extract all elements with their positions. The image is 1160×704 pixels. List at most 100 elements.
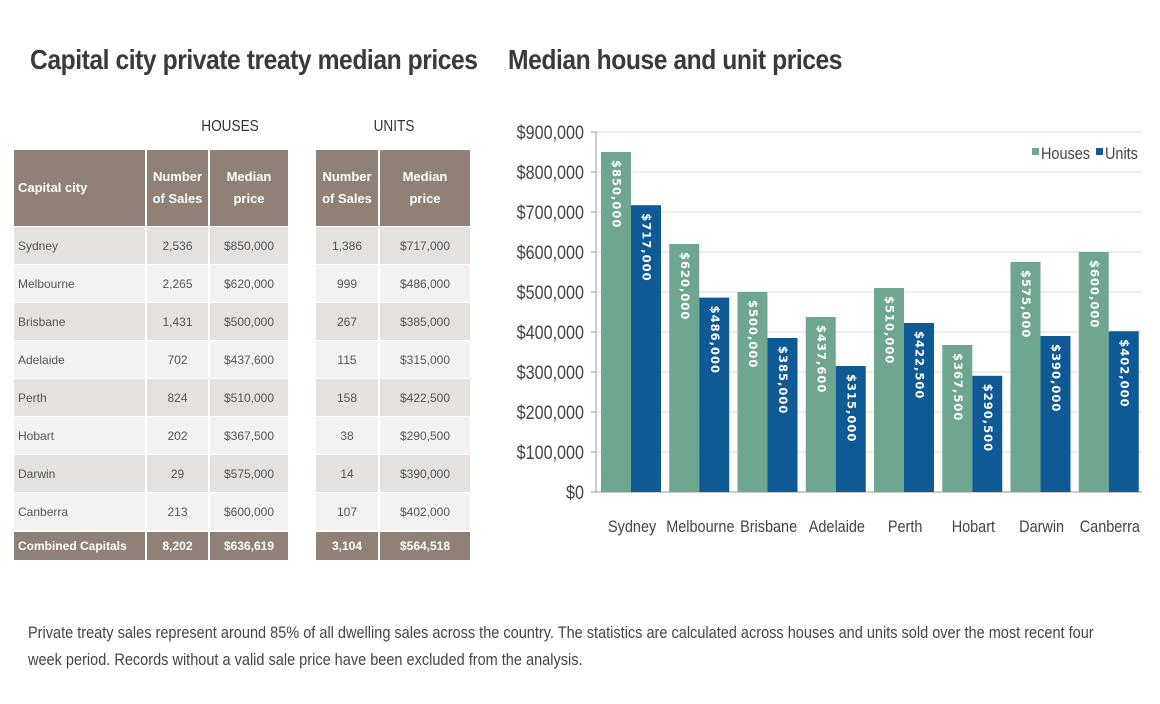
city-name: Darwin bbox=[14, 454, 147, 492]
bar-houses bbox=[942, 345, 973, 492]
x-tick-label: Perth bbox=[888, 518, 923, 536]
house-price: $575,000 bbox=[210, 454, 290, 492]
total-house-price: $636,619 bbox=[210, 530, 290, 560]
legend-swatch-houses bbox=[1032, 148, 1039, 155]
house-sales: 702 bbox=[147, 340, 210, 378]
y-tick-label: $400,000 bbox=[517, 322, 585, 344]
unit-sales: 115 bbox=[316, 340, 380, 378]
bar-units bbox=[904, 323, 934, 492]
unit-price: $486,000 bbox=[380, 264, 472, 302]
city-name: Sydney bbox=[14, 226, 147, 264]
unit-sales: 999 bbox=[316, 264, 380, 302]
legend-label-units: Units bbox=[1105, 145, 1138, 163]
header-capital-city: Capital city bbox=[14, 150, 147, 226]
table-title: Capital city private treaty median price… bbox=[30, 44, 478, 75]
bar-units bbox=[699, 297, 730, 492]
city-name: Brisbane bbox=[14, 302, 147, 340]
header-unit-sales: Number of Sales bbox=[316, 150, 380, 226]
table-row: Hobart 202 $367,500 bbox=[14, 416, 290, 454]
house-price: $437,600 bbox=[210, 340, 290, 378]
unit-price: $390,000 bbox=[380, 454, 472, 492]
house-price: $367,500 bbox=[210, 416, 290, 454]
bar-houses bbox=[601, 152, 631, 492]
house-price: $600,000 bbox=[210, 492, 290, 530]
houses-group-label: HOUSES bbox=[201, 118, 259, 135]
house-sales: 2,265 bbox=[147, 264, 210, 302]
bar-units bbox=[1108, 331, 1139, 492]
data-label: $367,500 bbox=[951, 353, 965, 421]
y-tick-label: $100,000 bbox=[517, 442, 585, 464]
data-label: $850,000 bbox=[610, 160, 624, 228]
table-row: Brisbane 1,431 $500,000 bbox=[14, 302, 290, 340]
x-tick-label: Melbourne bbox=[666, 518, 734, 536]
table-row: 14 $390,000 bbox=[316, 454, 472, 492]
total-unit-price: $564,518 bbox=[380, 530, 472, 560]
house-sales: 213 bbox=[147, 492, 210, 530]
city-name: Adelaide bbox=[14, 340, 147, 378]
bar-units bbox=[835, 366, 866, 492]
x-tick-label: Adelaide bbox=[809, 518, 865, 536]
units-group-label: UNITS bbox=[373, 118, 415, 135]
unit-sales: 107 bbox=[316, 492, 380, 530]
unit-sales: 1,386 bbox=[316, 226, 380, 264]
table-row: 999 $486,000 bbox=[316, 264, 472, 302]
table-row: Perth 824 $510,000 bbox=[14, 378, 290, 416]
unit-sales: 38 bbox=[316, 416, 380, 454]
header-house-price: Median price bbox=[210, 150, 290, 226]
total-city: Combined Capitals bbox=[14, 530, 147, 560]
unit-sales: 14 bbox=[316, 454, 380, 492]
data-label: $717,000 bbox=[640, 213, 654, 281]
house-sales: 202 bbox=[147, 416, 210, 454]
table-row: Adelaide 702 $437,600 bbox=[14, 340, 290, 378]
house-sales: 2,536 bbox=[147, 226, 210, 264]
house-sales: 29 bbox=[147, 454, 210, 492]
y-tick-label: $0 bbox=[566, 482, 584, 504]
unit-price: $315,000 bbox=[380, 340, 472, 378]
y-tick-label: $500,000 bbox=[517, 282, 585, 304]
table-row: 107 $402,000 bbox=[316, 492, 472, 530]
data-label: $600,000 bbox=[1087, 260, 1101, 328]
header-house-sales: Number of Sales bbox=[147, 150, 210, 226]
y-tick-label: $900,000 bbox=[517, 122, 585, 144]
table-row: Melbourne 2,265 $620,000 bbox=[14, 264, 290, 302]
bar-houses bbox=[669, 244, 700, 492]
bar-units bbox=[972, 375, 1003, 492]
unit-sales: 158 bbox=[316, 378, 380, 416]
bar-houses bbox=[1078, 252, 1109, 492]
legend-label-houses: Houses bbox=[1041, 145, 1090, 163]
city-name: Perth bbox=[14, 378, 147, 416]
data-label: $620,000 bbox=[678, 252, 692, 320]
table-row: Darwin 29 $575,000 bbox=[14, 454, 290, 492]
y-tick-label: $600,000 bbox=[517, 242, 585, 264]
data-label: $315,000 bbox=[844, 374, 858, 442]
table-row: 38 $290,500 bbox=[316, 416, 472, 454]
bar-units bbox=[1040, 336, 1071, 492]
unit-price: $385,000 bbox=[380, 302, 472, 340]
bar-houses bbox=[874, 288, 904, 492]
house-price: $500,000 bbox=[210, 302, 290, 340]
data-label: $385,000 bbox=[776, 346, 790, 414]
footnote: Private treaty sales represent around 85… bbox=[28, 624, 1094, 669]
table-row: 1,386 $717,000 bbox=[316, 226, 472, 264]
data-label: $575,000 bbox=[1019, 270, 1033, 338]
header-unit-price: Median price bbox=[380, 150, 472, 226]
data-label: $510,000 bbox=[883, 296, 897, 364]
house-sales: 824 bbox=[147, 378, 210, 416]
unit-price: $422,500 bbox=[380, 378, 472, 416]
unit-price: $717,000 bbox=[380, 226, 472, 264]
houses-table: Capital city Number of Sales Median price … bbox=[14, 150, 290, 560]
total-row: Combined Capitals 8,202 $636,619 bbox=[14, 530, 290, 560]
data-label: $422,500 bbox=[913, 331, 927, 399]
table-row: 115 $315,000 bbox=[316, 340, 472, 378]
data-label: $500,000 bbox=[746, 300, 760, 368]
table-row: 267 $385,000 bbox=[316, 302, 472, 340]
data-label: $486,000 bbox=[708, 306, 722, 374]
table-row: Sydney 2,536 $850,000 bbox=[14, 226, 290, 264]
city-name: Melbourne bbox=[14, 264, 147, 302]
house-price: $850,000 bbox=[210, 226, 290, 264]
units-table: Number of Sales Median price 1,386 $717,000… bbox=[316, 150, 472, 560]
unit-sales: 267 bbox=[316, 302, 380, 340]
chart-title: Median house and unit prices bbox=[508, 44, 843, 75]
x-tick-label: Hobart bbox=[952, 518, 996, 536]
bar-houses bbox=[805, 316, 836, 492]
